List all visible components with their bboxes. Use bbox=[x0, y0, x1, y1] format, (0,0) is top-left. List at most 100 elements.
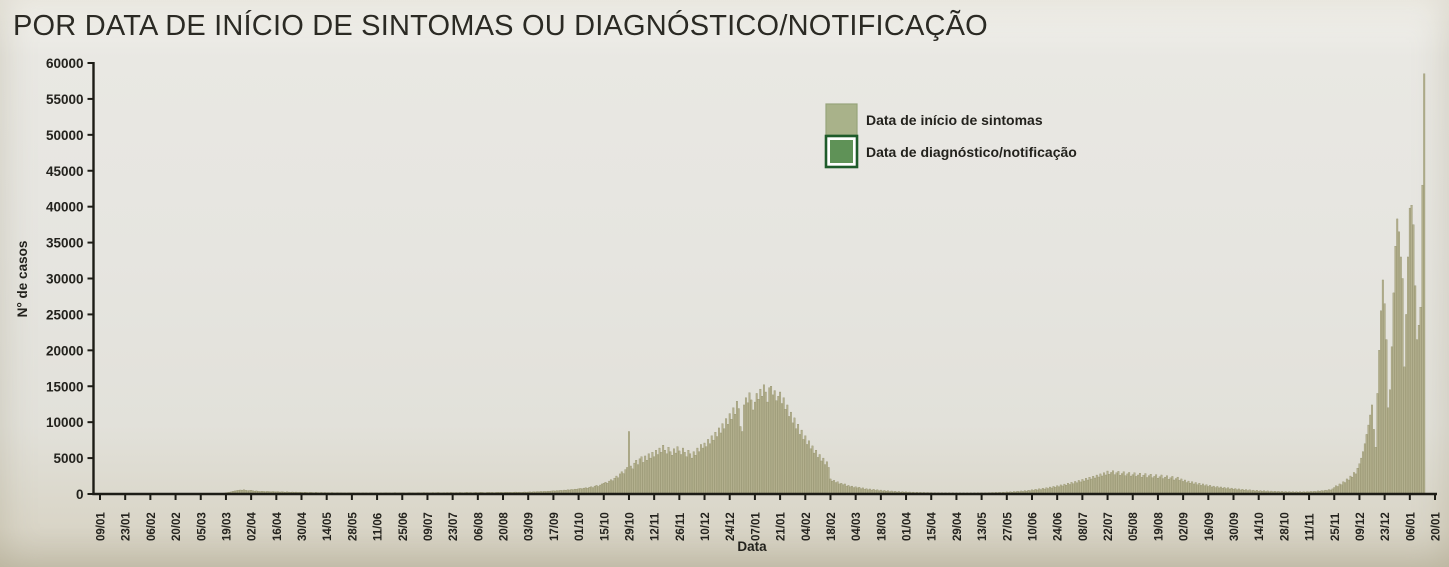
x-tick-label: 26/11 bbox=[675, 512, 687, 541]
bar bbox=[1155, 474, 1158, 495]
bar bbox=[1153, 476, 1156, 495]
bar bbox=[816, 457, 819, 495]
bar bbox=[1401, 278, 1404, 495]
bar bbox=[1182, 481, 1185, 495]
bar bbox=[802, 439, 805, 495]
x-tick-label: 30/09 bbox=[1229, 512, 1241, 541]
bar bbox=[786, 404, 789, 495]
bar bbox=[640, 456, 643, 495]
bar bbox=[793, 417, 796, 495]
x-tick-label: 28/10 bbox=[1279, 512, 1291, 541]
x-tick-label: 09/07 bbox=[423, 512, 435, 541]
bar bbox=[1094, 477, 1096, 495]
bar bbox=[1110, 472, 1113, 495]
x-tick-label: 29/04 bbox=[952, 512, 964, 541]
bar bbox=[1385, 339, 1388, 495]
x-tick-label: 18/02 bbox=[826, 512, 838, 541]
bar bbox=[680, 454, 683, 495]
x-tick-label: 12/11 bbox=[650, 512, 662, 541]
bar bbox=[1076, 482, 1078, 495]
bar bbox=[1378, 350, 1381, 495]
bar bbox=[701, 447, 704, 495]
x-tick-label: 20/08 bbox=[499, 512, 511, 541]
bar bbox=[1390, 346, 1393, 495]
y-tick-label: 55000 bbox=[46, 92, 84, 107]
bar bbox=[840, 483, 843, 495]
bar bbox=[1347, 479, 1350, 495]
y-tick-label: 40000 bbox=[46, 200, 84, 215]
bar bbox=[637, 464, 639, 495]
x-tick-label: 23/07 bbox=[448, 512, 460, 541]
bar bbox=[1099, 473, 1102, 495]
bar bbox=[1133, 472, 1136, 495]
bar bbox=[748, 392, 751, 495]
bar bbox=[602, 483, 605, 495]
bar bbox=[1358, 463, 1361, 495]
x-tick-label: 15/10 bbox=[599, 512, 611, 541]
bar bbox=[613, 478, 616, 495]
bar bbox=[1137, 474, 1140, 495]
bar bbox=[768, 387, 771, 495]
bar bbox=[1205, 484, 1208, 495]
bar bbox=[759, 388, 762, 495]
x-tick-label: 09/12 bbox=[1355, 512, 1367, 541]
bar bbox=[1090, 478, 1093, 495]
bar bbox=[1367, 424, 1370, 495]
x-tick-label: 06/08 bbox=[473, 512, 485, 541]
bar bbox=[694, 455, 697, 495]
bar bbox=[1104, 474, 1107, 495]
x-tick-label: 21/01 bbox=[776, 512, 788, 541]
bar bbox=[1135, 476, 1138, 495]
bar bbox=[1173, 479, 1176, 495]
bar bbox=[789, 411, 792, 495]
bar bbox=[741, 431, 744, 495]
bar bbox=[665, 453, 668, 495]
bar bbox=[620, 471, 623, 495]
bar bbox=[617, 477, 620, 495]
bar bbox=[1108, 474, 1111, 495]
bar bbox=[1112, 470, 1114, 495]
bar bbox=[1180, 478, 1183, 495]
bar bbox=[737, 408, 740, 495]
bar bbox=[818, 454, 821, 495]
bar bbox=[842, 484, 845, 495]
bar bbox=[1351, 476, 1354, 495]
bar bbox=[664, 450, 666, 495]
x-tick-label: 05/08 bbox=[1128, 512, 1140, 541]
bar bbox=[1131, 474, 1134, 495]
bar bbox=[646, 460, 648, 495]
bar bbox=[631, 468, 634, 495]
legend-swatch-sintomas bbox=[825, 103, 858, 136]
bar bbox=[1162, 478, 1165, 495]
bar bbox=[1074, 481, 1077, 495]
bar bbox=[673, 448, 675, 495]
bar bbox=[638, 458, 641, 495]
bar bbox=[1085, 478, 1087, 495]
bar bbox=[800, 429, 803, 495]
bar bbox=[1196, 484, 1199, 495]
bar bbox=[604, 481, 607, 495]
bar bbox=[635, 460, 638, 495]
x-tick-label: 23/01 bbox=[121, 512, 133, 541]
y-tick-label: 10000 bbox=[46, 415, 84, 430]
x-tick-label: 17/09 bbox=[549, 512, 561, 541]
bar bbox=[836, 481, 839, 495]
bar bbox=[829, 478, 832, 495]
bar bbox=[825, 461, 828, 495]
bar bbox=[1063, 483, 1066, 495]
legend-swatch-notificacao-fill bbox=[830, 140, 853, 163]
bar bbox=[1126, 473, 1129, 495]
bar bbox=[779, 391, 782, 495]
bar bbox=[1113, 474, 1116, 495]
x-tick-label: 07/01 bbox=[750, 512, 762, 541]
bar bbox=[649, 457, 652, 495]
bar bbox=[1372, 429, 1375, 495]
bar bbox=[685, 456, 688, 495]
bar bbox=[1362, 451, 1364, 495]
bar bbox=[1189, 483, 1192, 495]
bar bbox=[1146, 477, 1149, 495]
bar bbox=[734, 414, 737, 495]
x-tick-label: 02/04 bbox=[247, 512, 259, 541]
bar bbox=[1166, 475, 1168, 495]
bar bbox=[696, 447, 699, 495]
